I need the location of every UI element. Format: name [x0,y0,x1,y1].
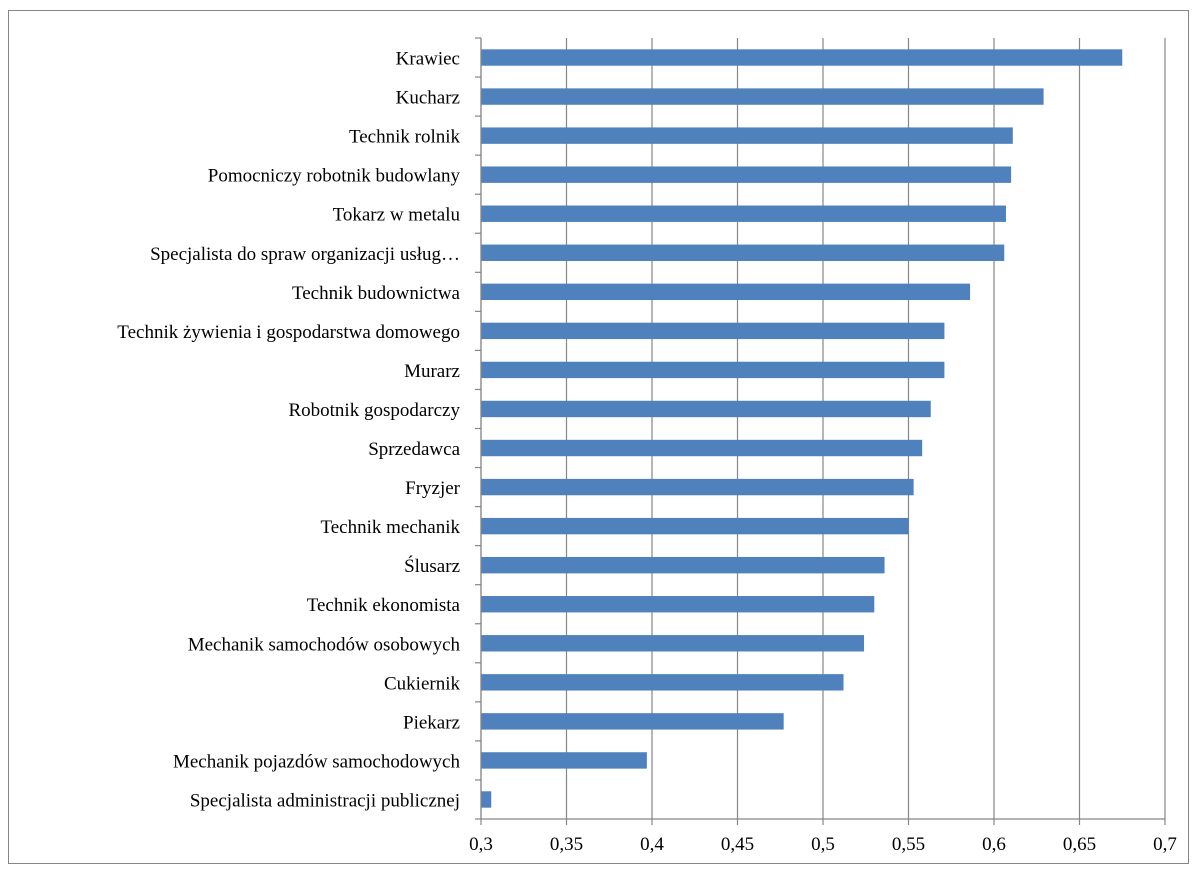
category-labels: Krawiec Kucharz Technik rolnik Pomocniczy r… [117,49,460,812]
x-tick-label: 0,4 [640,834,664,855]
x-tick-label: 0,55 [892,834,925,855]
bar [481,596,875,613]
bar [481,635,865,652]
x-tick-label: 0,5 [811,834,835,855]
category-label: Murarz [404,361,460,382]
x-tick-label: 0,45 [721,834,754,855]
category-label: Cukiernik [384,673,460,694]
bar [481,791,492,808]
bar [481,752,647,769]
bar [481,283,971,301]
bar [481,205,1006,222]
category-label: Specjalista do spraw organizacji usług… [150,244,460,265]
category-label: Technik ekonomista [307,595,461,616]
bar [481,127,1013,144]
category-label: Krawiec [396,49,460,70]
bar [481,400,931,418]
category-label: Kucharz [396,88,460,109]
bar [481,361,945,379]
category-label: Mechanik samochodów osobowych [188,634,461,655]
bars [481,49,1123,808]
axes [475,37,1166,825]
category-label: Specjalista administracji publicznej [190,790,460,811]
x-tick-labels: 0,3 0,35 0,4 0,45 0,5 0,55 0,6 0,65 0,7 [469,834,1177,855]
x-tick-label: 0,6 [982,834,1006,855]
bar [481,244,1005,261]
gridlines [480,38,1166,819]
category-label: Mechanik pojazdów samochodowych [173,751,461,772]
category-label: Technik budownictwa [292,283,461,304]
bar [481,478,914,496]
category-label: Technik żywienia i gospodarstwa domowego [117,322,460,343]
bar [481,674,844,691]
category-label: Pomocniczy robotnik budowlany [208,166,461,187]
x-tick-label: 0,7 [1153,834,1177,855]
category-label: Technik mechanik [320,517,460,538]
bar [481,166,1012,183]
category-label: Sprzedawca [368,439,460,460]
bar [481,88,1044,105]
bar [481,517,909,535]
category-label: Fryzjer [405,478,461,499]
bar [481,49,1123,66]
bar [481,556,885,574]
x-tick-label: 0,3 [469,834,493,855]
category-label: Piekarz [403,712,460,733]
bar [481,439,923,457]
category-label: Robotnik gospodarczy [288,400,460,421]
category-label: Tokarz w metalu [333,205,461,226]
category-label: Technik rolnik [349,127,461,148]
x-tick-label: 0,35 [550,834,583,855]
bar [481,713,784,730]
bar [481,322,945,340]
x-tick-label: 0,65 [1063,834,1096,855]
category-label: Ślusarz [404,555,460,577]
